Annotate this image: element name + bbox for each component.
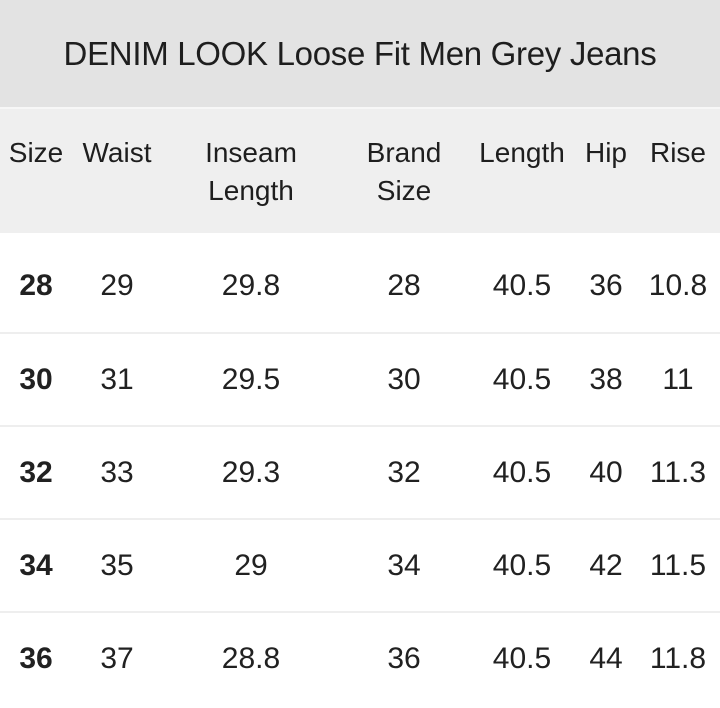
column-header-size: Size [0, 134, 72, 233]
cell-waist: 31 [100, 362, 134, 396]
cell-rise: 11.5 [649, 548, 707, 582]
cell-rise: 11 [662, 362, 694, 396]
cell-inseam-length: 29.3 [221, 455, 281, 489]
cell-brand-size: 32 [387, 455, 421, 489]
size-chart: Size Waist Inseam Length Brand Size Leng… [0, 109, 720, 708]
cell-waist: 29 [100, 268, 134, 302]
cell-waist: 33 [100, 455, 134, 489]
column-header-label: Length [479, 137, 565, 168]
cell-hip: 42 [589, 548, 623, 582]
cell-inseam-length: 29.5 [221, 362, 281, 396]
cell-length: 40.5 [492, 362, 552, 396]
column-header-length: Length [468, 134, 576, 233]
table-row: 28 29 29.8 28 40.5 36 10.8 [0, 239, 720, 332]
table-row: 36 37 28.8 36 40.5 44 11.8 [0, 611, 720, 704]
cell-inseam-length: 29.8 [221, 268, 281, 302]
cell-rise: 11.8 [649, 641, 707, 675]
cell-length: 40.5 [492, 455, 552, 489]
cell-brand-size: 34 [387, 548, 421, 582]
cell-brand-size: 28 [387, 268, 421, 302]
column-header-rise: Rise [636, 134, 720, 233]
cell-size: 28 [19, 268, 53, 302]
column-header-label: Hip [584, 137, 627, 168]
page-title: DENIM LOOK Loose Fit Men Grey Jeans [63, 34, 657, 72]
cell-inseam-length: 29 [234, 548, 268, 582]
cell-waist: 35 [100, 548, 134, 582]
cell-hip: 44 [589, 641, 623, 675]
cell-rise: 11.3 [649, 455, 707, 489]
table-row: 34 35 29 34 40.5 42 11.5 [0, 518, 720, 611]
column-header-inseam-length: Inseam Length [162, 134, 340, 233]
title-separator [0, 107, 720, 109]
cell-waist: 37 [100, 641, 134, 675]
cell-inseam-length: 28.8 [221, 641, 281, 675]
size-chart-body: 28 29 29.8 28 40.5 36 10.8 30 31 29.5 30… [0, 233, 720, 708]
cell-length: 40.5 [492, 548, 552, 582]
column-header-label: Inseam Length [205, 137, 297, 206]
column-header-label: Brand Size [366, 137, 442, 206]
cell-brand-size: 30 [387, 362, 421, 396]
cell-length: 40.5 [492, 268, 552, 302]
column-header-label: Rise [649, 137, 706, 168]
column-header-brand-size: Brand Size [340, 134, 468, 233]
column-header-label: Size [8, 137, 64, 168]
cell-hip: 38 [589, 362, 623, 396]
cell-size: 36 [19, 641, 53, 675]
size-chart-header: Size Waist Inseam Length Brand Size Leng… [0, 109, 720, 233]
cell-rise: 10.8 [648, 268, 708, 302]
cell-size: 30 [19, 362, 53, 396]
cell-length: 40.5 [492, 641, 552, 675]
cell-hip: 36 [589, 268, 623, 302]
table-row: 32 33 29.3 32 40.5 40 11.3 [0, 425, 720, 518]
table-row: 30 31 29.5 30 40.5 38 11 [0, 332, 720, 425]
title-bar: DENIM LOOK Loose Fit Men Grey Jeans [0, 0, 720, 107]
cell-size: 34 [19, 548, 53, 582]
column-header-waist: Waist [72, 134, 162, 233]
column-header-label: Waist [82, 137, 152, 168]
column-header-hip: Hip [576, 134, 636, 233]
cell-brand-size: 36 [387, 641, 421, 675]
cell-size: 32 [19, 455, 53, 489]
cell-hip: 40 [589, 455, 623, 489]
